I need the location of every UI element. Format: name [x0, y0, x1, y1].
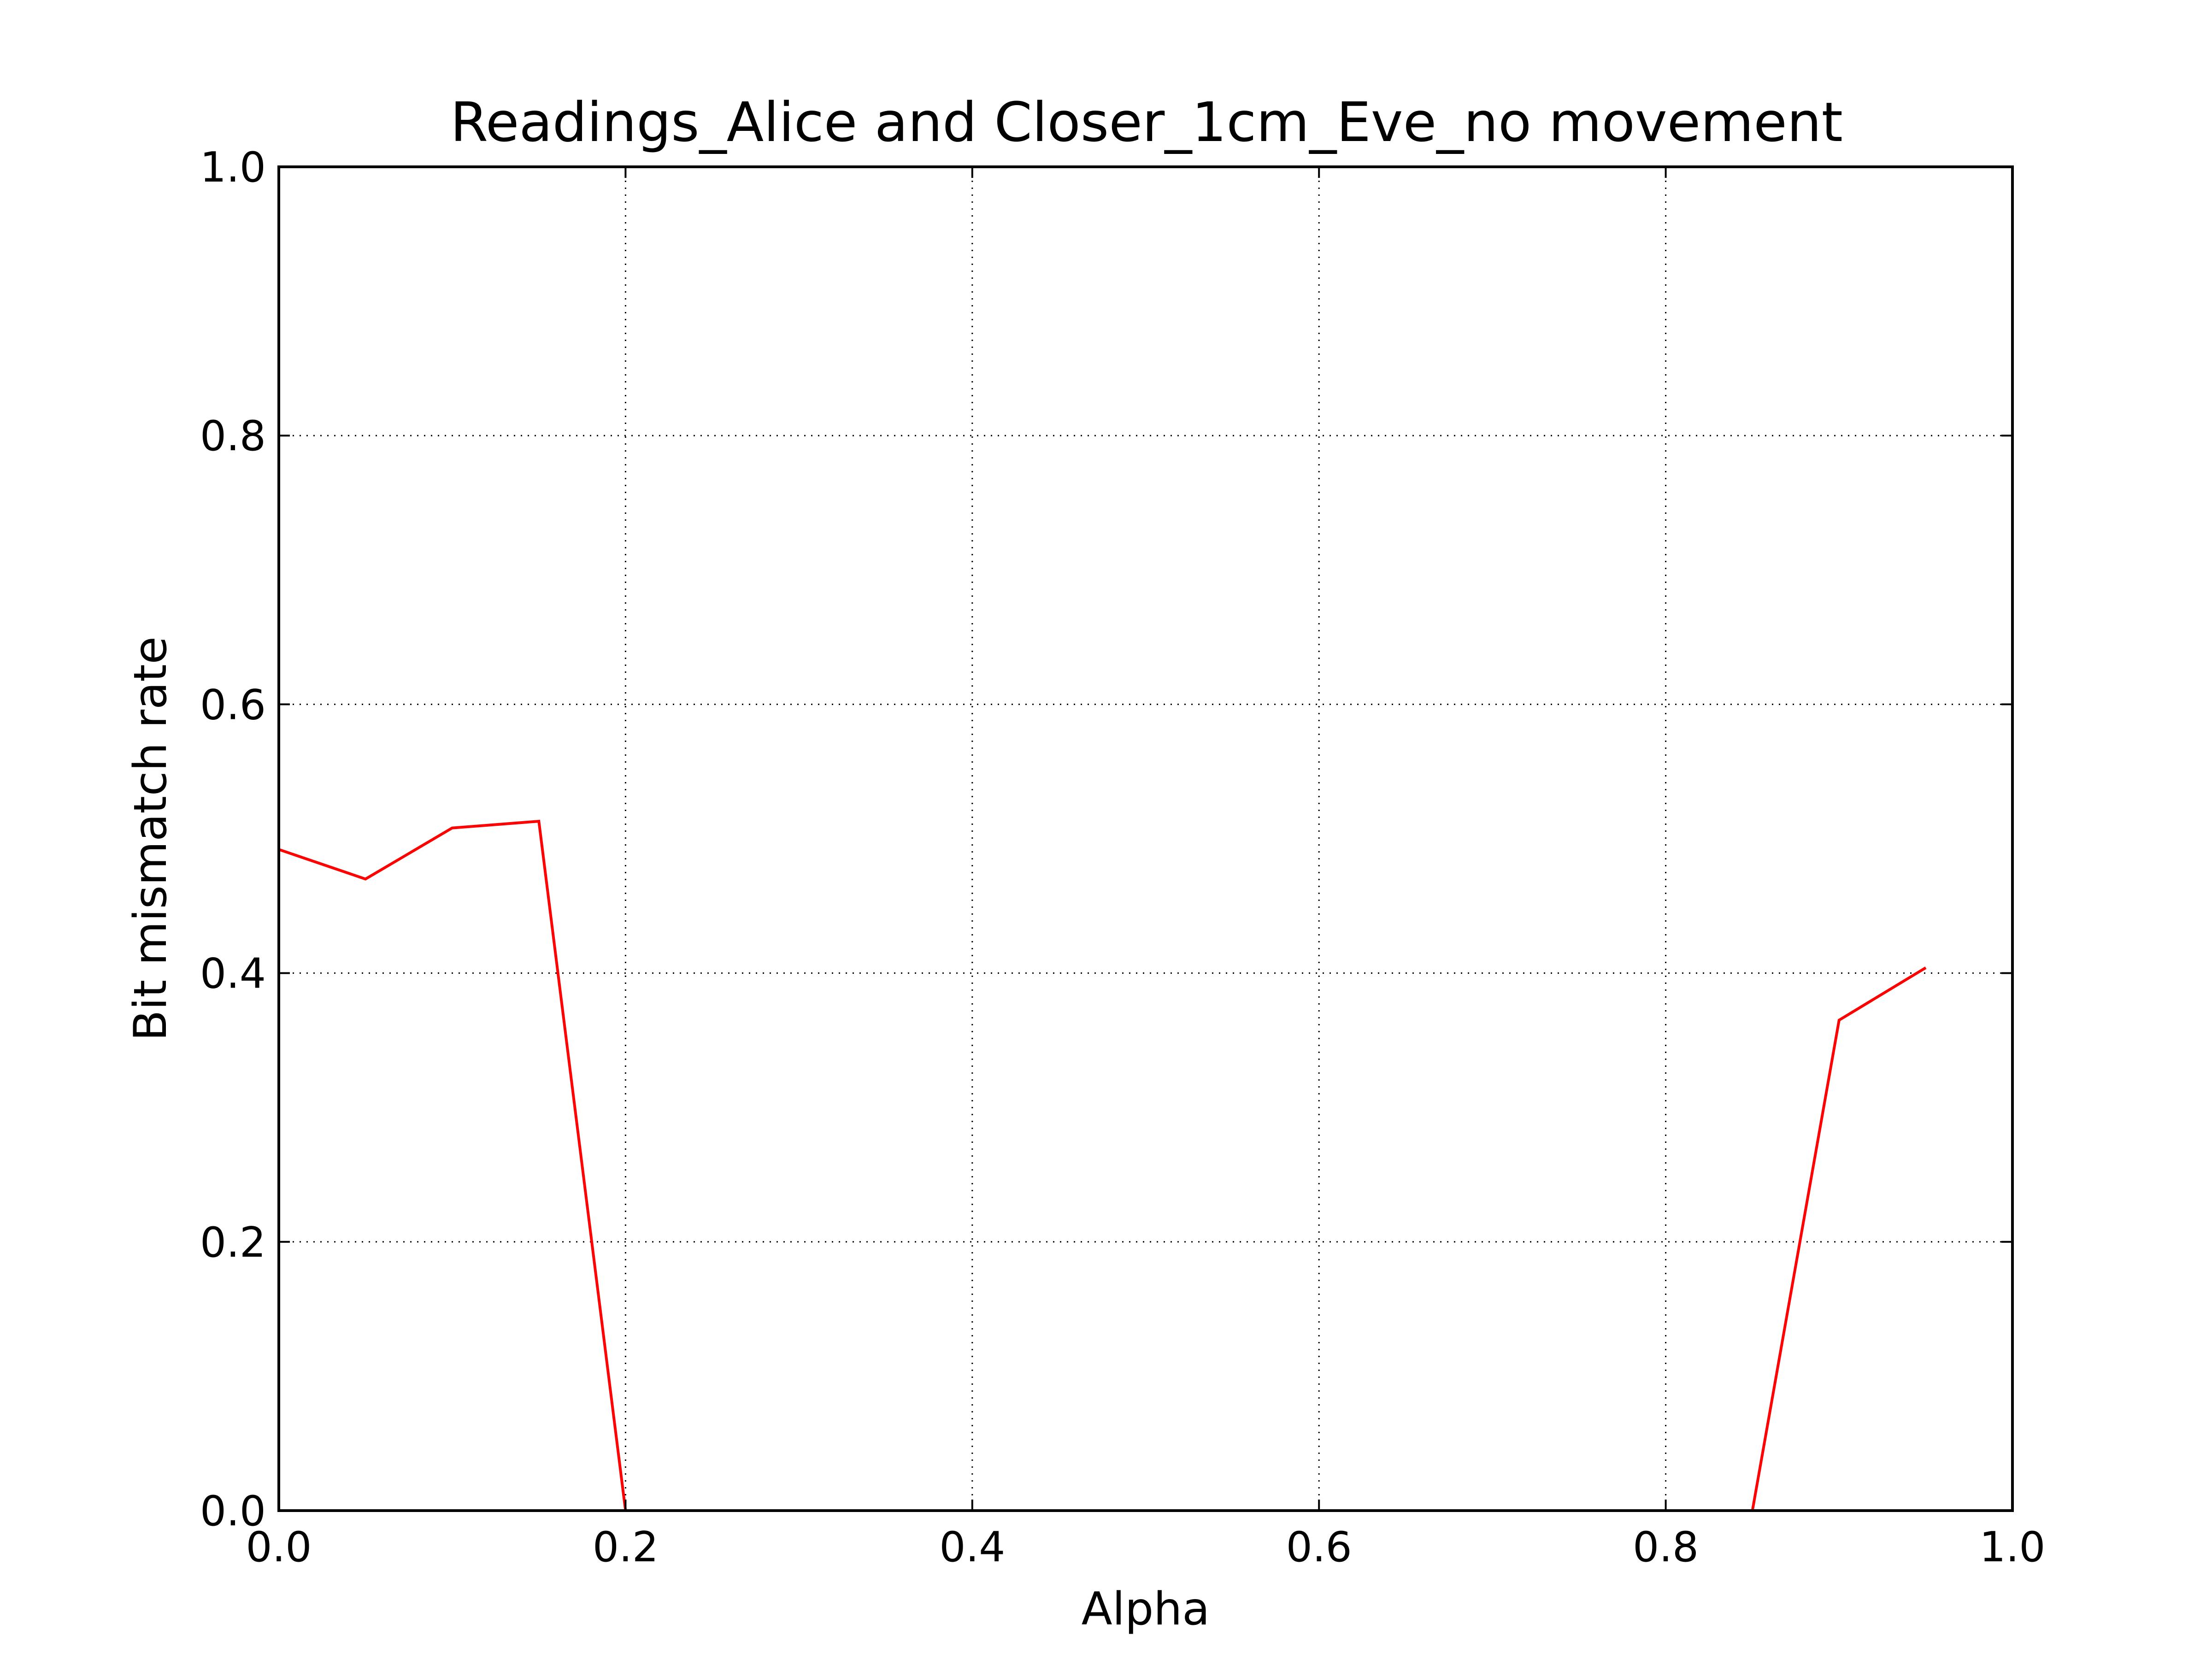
- x-tick-label: 0.2: [593, 1523, 659, 1571]
- x-tick-label: 0.6: [1286, 1523, 1352, 1571]
- x-tick-label: 0.4: [939, 1523, 1005, 1571]
- x-tick-label: 1.0: [1979, 1523, 2045, 1571]
- y-tick-label: 1.0: [200, 143, 266, 192]
- x-tick-label: 0.0: [246, 1523, 312, 1571]
- y-tick-label: 0.4: [200, 950, 266, 998]
- y-axis-label: Bit mismatch rate: [124, 636, 177, 1041]
- y-tick-label: 0.0: [200, 1487, 266, 1535]
- x-tick-label: 0.8: [1633, 1523, 1699, 1571]
- y-tick-label: 0.8: [200, 412, 266, 460]
- grid-lines: [279, 167, 2012, 1511]
- ticks: [278, 166, 2013, 1512]
- y-tick-labels: 0.0 0.2 0.4 0.6 0.8 1.0: [200, 143, 266, 1535]
- y-tick-label: 0.2: [200, 1218, 266, 1267]
- y-tick-label: 0.6: [200, 681, 266, 729]
- plot-frame: [277, 165, 2014, 1512]
- x-tick-labels: 0.0 0.2 0.4 0.6 0.8 1.0: [246, 1523, 2045, 1571]
- x-axis-label: Alpha: [1082, 1583, 1210, 1635]
- chart-title: Readings_Alice and Closer_1cm_Eve_no mov…: [450, 90, 1843, 154]
